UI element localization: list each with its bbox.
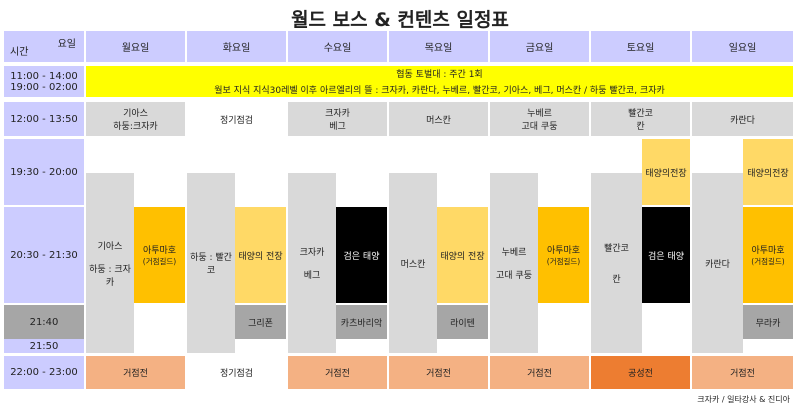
noon-wed: 크자카 베그 bbox=[288, 102, 387, 136]
night-wed: 거점전 bbox=[288, 356, 387, 389]
boss-name: 고대 쿠둥 bbox=[521, 122, 558, 132]
day-header-wed: 수요일 bbox=[288, 31, 387, 62]
boss-name: 빨간코 bbox=[604, 244, 629, 254]
night-tue: 정기점검 bbox=[187, 356, 286, 389]
page-title: 월드 보스 & 컨텐츠 일정표 bbox=[291, 8, 509, 31]
evening-content-sun: 아투마호 (거점길드) bbox=[743, 207, 793, 303]
content-sub: (거점길드) bbox=[142, 257, 177, 266]
night-mon: 거점전 bbox=[86, 356, 185, 389]
night-fri: 거점전 bbox=[490, 356, 589, 389]
coop-raid-banner: 협동 토벌대 : 주간 1회 월보 지식 지식30레벨 이후 아르엘리의 뜰 :… bbox=[86, 66, 793, 97]
content-name: 아투마호 bbox=[546, 246, 581, 256]
day-header-fri: 금요일 bbox=[490, 31, 589, 62]
day-header-sun: 일요일 bbox=[692, 31, 793, 62]
boss-name: 베그 bbox=[329, 122, 346, 132]
day-header-mon: 월요일 bbox=[86, 31, 185, 62]
time-label: 시간 bbox=[10, 47, 29, 58]
noon-tue: 정기점검 bbox=[187, 102, 286, 136]
boss-name: 하둥 : 크자카 bbox=[89, 264, 131, 288]
time-text: 19:00 - 02:00 bbox=[10, 81, 78, 93]
content-name: 아투마호 bbox=[142, 246, 177, 256]
content-sub: (거점길드) bbox=[546, 257, 581, 266]
noon-sun: 카란다 bbox=[692, 102, 793, 136]
evening-content-sat: 검은 태양 bbox=[642, 207, 690, 303]
time-slot-night: 22:00 - 23:00 bbox=[4, 356, 84, 389]
boss-name: 기아스 bbox=[97, 241, 123, 252]
boss-name: 칸 bbox=[612, 275, 621, 285]
evening-boss-fri: 누베르 고대 쿠둥 bbox=[490, 173, 538, 353]
boss-name: 누베르 bbox=[527, 109, 552, 119]
evening-top-sun: 태양의전장 bbox=[743, 139, 793, 205]
noon-sat: 빨간코 칸 bbox=[591, 102, 690, 136]
evening-boss-thu: 머스칸 bbox=[389, 173, 437, 353]
evening-content-fri: 아투마호 (거점길드) bbox=[538, 207, 589, 303]
evening-content-tue: 태양의 전장 bbox=[235, 207, 286, 303]
footer-credit: 크자카 / 일타강사 & 진디아 bbox=[697, 395, 790, 404]
banner-line: 월보 지식 지식30레벨 이후 아르엘리의 뜰 : 크자카, 카란다, 누베르,… bbox=[214, 86, 665, 96]
night-thu: 거점전 bbox=[389, 356, 488, 389]
boss-name: 하둥:크자카 bbox=[113, 122, 158, 132]
content-sub: (거점길드) bbox=[751, 257, 785, 266]
header-corner: 요일 시간 bbox=[4, 31, 84, 62]
time-slot-daytime: 11:00 - 14:00 19:00 - 02:00 bbox=[4, 66, 84, 97]
noon-fri: 누베르 고대 쿠둥 bbox=[490, 102, 589, 136]
time-slot-2140: 21:40 bbox=[4, 305, 84, 339]
evening-boss-sat: 빨간코 칸 bbox=[591, 173, 642, 353]
evening-boss-sun: 카란다 bbox=[692, 173, 743, 353]
boss-name: 크자카 bbox=[325, 109, 350, 119]
content-name: 아투마호 bbox=[751, 246, 785, 256]
evening-boss-wed: 크자카 베그 bbox=[288, 173, 336, 353]
banner-line: 협동 토벌대 : 주간 1회 bbox=[396, 70, 483, 80]
time-slot-2150: 21:50 bbox=[4, 339, 84, 353]
evening-extra-sun: 무라카 bbox=[743, 305, 793, 339]
evening-top-sat: 태양의전장 bbox=[642, 139, 690, 205]
boss-name: 고대 쿠둥 bbox=[496, 271, 532, 281]
noon-mon: 기아스 하둥:크자카 bbox=[86, 102, 185, 136]
day-header-sat: 토요일 bbox=[591, 31, 690, 62]
boss-name: 크자카 bbox=[299, 248, 325, 258]
evening-content-mon: 아투마호 (거점길드) bbox=[134, 207, 185, 303]
night-sun: 거점전 bbox=[692, 356, 793, 389]
evening-extra-tue: 그리폰 bbox=[235, 305, 286, 339]
day-header-tue: 화요일 bbox=[187, 31, 286, 62]
boss-name: 칸 bbox=[636, 122, 645, 132]
boss-name: 기아스 bbox=[123, 109, 148, 119]
day-label: 요일 bbox=[57, 39, 76, 50]
day-header-thu: 목요일 bbox=[389, 31, 488, 62]
evening-extra-wed: 카츠바리악 bbox=[336, 305, 387, 339]
evening-content-wed: 검은 태양 bbox=[336, 207, 387, 303]
time-text: 11:00 - 14:00 bbox=[10, 70, 78, 82]
evening-boss-mon: 기아스 하둥 : 크자카 bbox=[86, 173, 134, 353]
evening-content-thu: 태양의 전장 bbox=[437, 207, 488, 303]
boss-name: 빨간코 bbox=[628, 109, 653, 119]
time-slot-noon: 12:00 - 13:50 bbox=[4, 102, 84, 136]
noon-thu: 머스칸 bbox=[389, 102, 488, 136]
time-slot-2030: 20:30 - 21:30 bbox=[4, 207, 84, 303]
evening-boss-tue: 하둥 : 빨간코 bbox=[187, 173, 235, 353]
evening-extra-thu: 라이텐 bbox=[437, 305, 488, 339]
boss-name: 누베르 bbox=[501, 248, 527, 258]
night-sat: 공성전 bbox=[591, 356, 690, 389]
time-slot-1930: 19:30 - 20:00 bbox=[4, 139, 84, 205]
boss-name: 베그 bbox=[303, 271, 321, 281]
